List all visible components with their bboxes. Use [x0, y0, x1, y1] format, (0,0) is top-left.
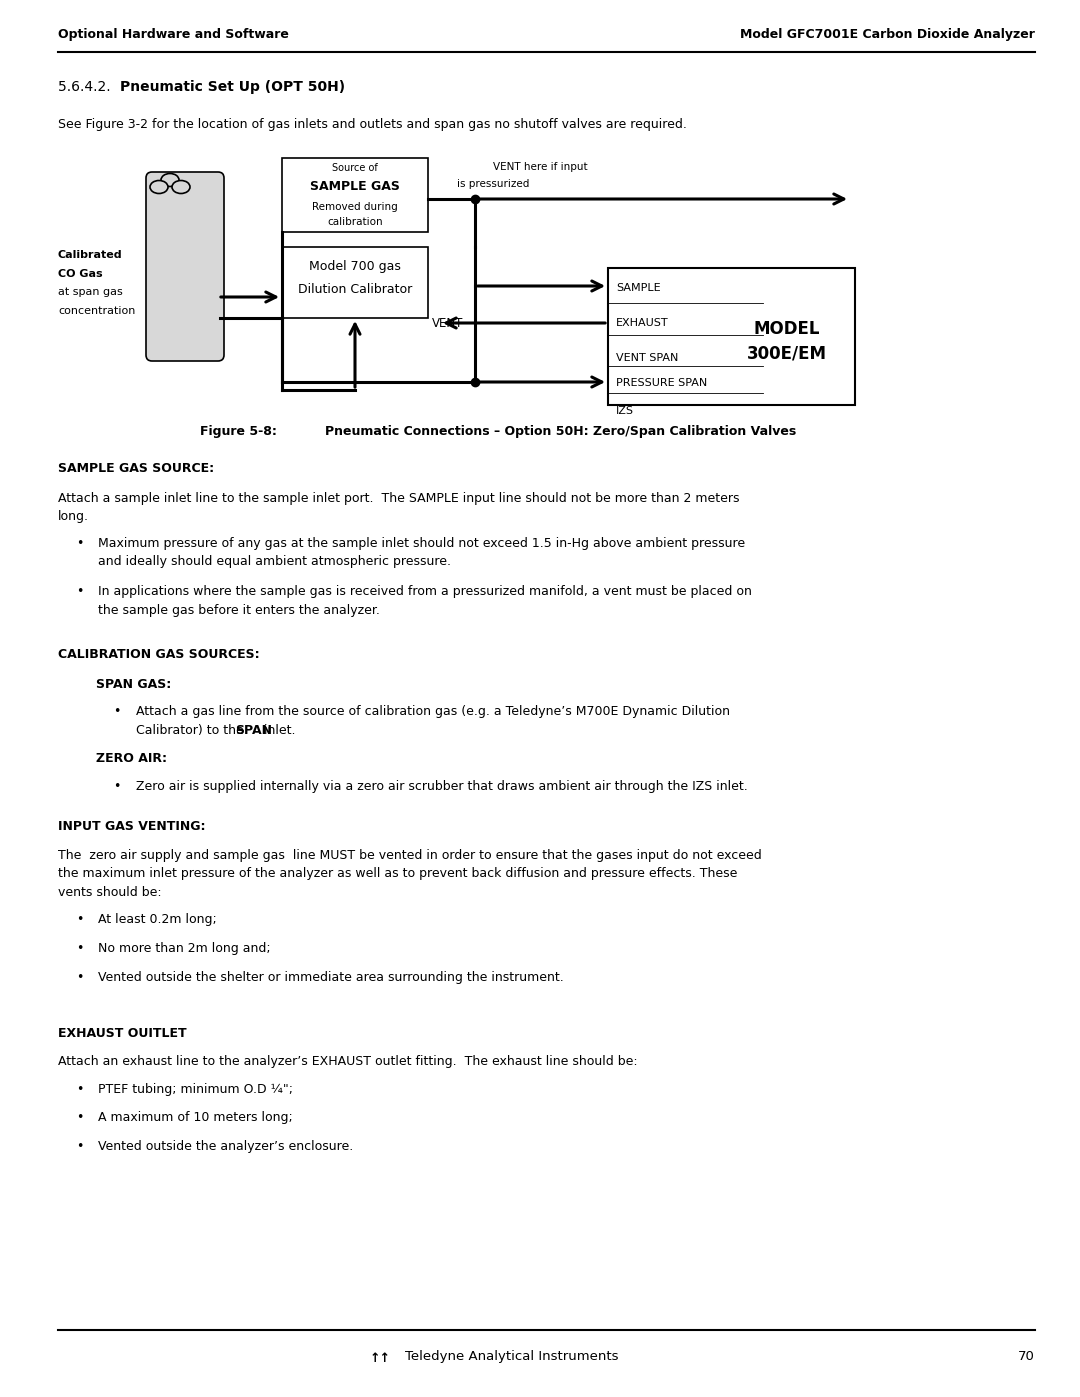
Ellipse shape: [172, 180, 190, 194]
Text: long.: long.: [58, 510, 89, 524]
Text: •: •: [113, 705, 120, 718]
Text: vents should be:: vents should be:: [58, 886, 162, 898]
Ellipse shape: [161, 173, 179, 187]
Text: is pressurized: is pressurized: [457, 179, 529, 189]
Text: Vented outside the analyzer’s enclosure.: Vented outside the analyzer’s enclosure.: [98, 1140, 353, 1153]
Text: In applications where the sample gas is received from a pressurized manifold, a : In applications where the sample gas is …: [98, 585, 752, 598]
Text: VENT SPAN: VENT SPAN: [616, 353, 678, 363]
Text: the maximum inlet pressure of the analyzer as well as to prevent back diffusion : the maximum inlet pressure of the analyz…: [58, 868, 738, 880]
FancyBboxPatch shape: [282, 247, 428, 319]
Text: calibration: calibration: [327, 217, 382, 226]
Text: Calibrator) to the: Calibrator) to the: [136, 724, 247, 738]
Text: A maximum of 10 meters long;: A maximum of 10 meters long;: [98, 1112, 293, 1125]
Text: Model GFC7001E Carbon Dioxide Analyzer: Model GFC7001E Carbon Dioxide Analyzer: [740, 28, 1035, 41]
Text: Zero air is supplied internally via a zero air scrubber that draws ambient air t: Zero air is supplied internally via a ze…: [136, 780, 747, 793]
Text: Maximum pressure of any gas at the sample inlet should not exceed 1.5 in-Hg abov: Maximum pressure of any gas at the sampl…: [98, 536, 745, 549]
Text: SPAN: SPAN: [234, 724, 272, 738]
Text: and ideally should equal ambient atmospheric pressure.: and ideally should equal ambient atmosph…: [98, 555, 451, 569]
Text: Attach an exhaust line to the analyzer’s EXHAUST outlet fitting.  The exhaust li: Attach an exhaust line to the analyzer’s…: [58, 1055, 637, 1067]
Text: 300E/EM: 300E/EM: [746, 344, 826, 362]
Text: Dilution Calibrator: Dilution Calibrator: [298, 284, 413, 296]
Text: PRESSURE SPAN: PRESSURE SPAN: [616, 379, 707, 388]
Text: Pneumatic Connections – Option 50H: Zero/Span Calibration Valves: Pneumatic Connections – Option 50H: Zero…: [325, 425, 796, 439]
Text: No more than 2m long and;: No more than 2m long and;: [98, 942, 271, 956]
Text: Figure 5-8:: Figure 5-8:: [200, 425, 276, 439]
Text: •: •: [76, 1112, 83, 1125]
Text: Removed during: Removed during: [312, 203, 397, 212]
Text: concentration: concentration: [58, 306, 135, 316]
Text: the sample gas before it enters the analyzer.: the sample gas before it enters the anal…: [98, 604, 380, 617]
Text: •: •: [76, 1083, 83, 1097]
Text: Vented outside the shelter or immediate area surrounding the instrument.: Vented outside the shelter or immediate …: [98, 971, 564, 983]
Text: MODEL: MODEL: [753, 320, 820, 338]
Text: PTEF tubing; minimum O.D ¼";: PTEF tubing; minimum O.D ¼";: [98, 1083, 293, 1097]
Text: •: •: [113, 780, 120, 793]
Text: SAMPLE GAS: SAMPLE GAS: [310, 180, 400, 193]
Text: VENT here if input: VENT here if input: [492, 162, 588, 172]
Text: The  zero air supply and sample gas  line MUST be vented in order to ensure that: The zero air supply and sample gas line …: [58, 848, 761, 862]
Text: •: •: [76, 1140, 83, 1153]
Text: Optional Hardware and Software: Optional Hardware and Software: [58, 28, 288, 41]
Text: Source of: Source of: [333, 163, 378, 173]
Text: ZERO AIR:: ZERO AIR:: [96, 752, 167, 766]
Text: •: •: [76, 971, 83, 983]
Text: inlet.: inlet.: [259, 724, 295, 738]
FancyBboxPatch shape: [608, 268, 855, 405]
Text: •: •: [76, 536, 83, 549]
FancyBboxPatch shape: [282, 158, 428, 232]
FancyBboxPatch shape: [146, 172, 224, 360]
Text: Calibrated: Calibrated: [58, 250, 123, 260]
Text: 5.6.4.2.: 5.6.4.2.: [58, 80, 114, 94]
Text: Attach a sample inlet line to the sample inlet port.  The SAMPLE input line shou: Attach a sample inlet line to the sample…: [58, 492, 740, 504]
Text: Attach a gas line from the source of calibration gas (e.g. a Teledyne’s M700E Dy: Attach a gas line from the source of cal…: [136, 705, 730, 718]
Text: Teledyne Analytical Instruments: Teledyne Analytical Instruments: [405, 1350, 619, 1363]
Text: Model 700 gas: Model 700 gas: [309, 260, 401, 272]
Text: See Figure 3-2 for the location of gas inlets and outlets and span gas no shutof: See Figure 3-2 for the location of gas i…: [58, 117, 687, 131]
Text: CALIBRATION GAS SOURCES:: CALIBRATION GAS SOURCES:: [58, 647, 259, 661]
Text: VENT: VENT: [432, 317, 463, 330]
Text: •: •: [76, 942, 83, 956]
Text: 70: 70: [1018, 1350, 1035, 1363]
Text: At least 0.2m long;: At least 0.2m long;: [98, 914, 217, 926]
Text: ↑↑: ↑↑: [369, 1352, 391, 1365]
Text: SAMPLE GAS SOURCE:: SAMPLE GAS SOURCE:: [58, 462, 214, 475]
Text: •: •: [76, 914, 83, 926]
Text: INPUT GAS VENTING:: INPUT GAS VENTING:: [58, 820, 205, 834]
Text: CO Gas: CO Gas: [58, 268, 103, 278]
Text: SAMPLE: SAMPLE: [616, 284, 661, 293]
Text: IZS: IZS: [616, 407, 634, 416]
Text: •: •: [76, 585, 83, 598]
Text: EXHAUST: EXHAUST: [616, 319, 669, 328]
Text: Pneumatic Set Up (OPT 50H): Pneumatic Set Up (OPT 50H): [120, 80, 346, 94]
Text: SPAN GAS:: SPAN GAS:: [96, 678, 172, 690]
Text: at span gas: at span gas: [58, 286, 123, 298]
Text: EXHAUST OUITLET: EXHAUST OUITLET: [58, 1027, 187, 1039]
Ellipse shape: [150, 180, 168, 194]
